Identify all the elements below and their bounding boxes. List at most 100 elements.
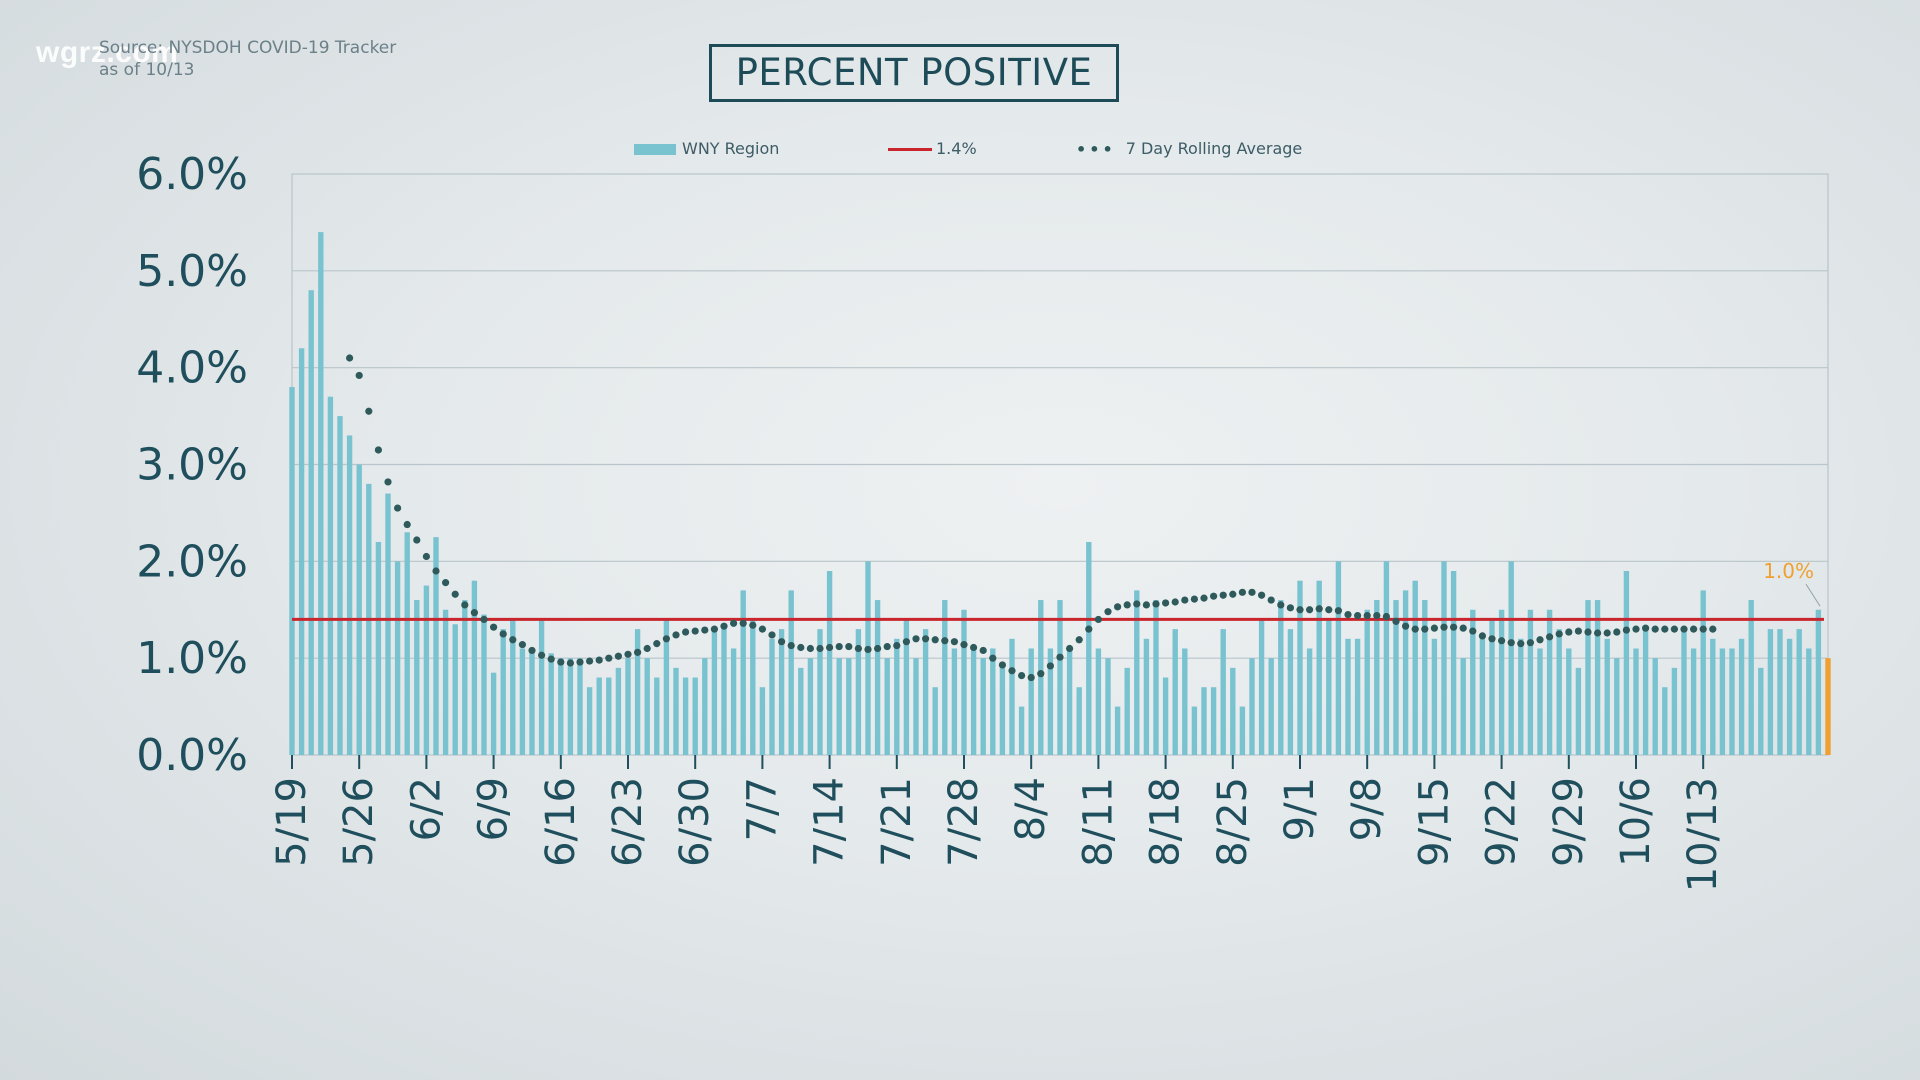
bar <box>1566 648 1572 755</box>
bar <box>1441 561 1447 755</box>
rolling-point <box>1046 662 1054 670</box>
bar <box>1786 638 1793 755</box>
rolling-point <box>662 635 671 643</box>
bar <box>1489 619 1495 755</box>
legend-item-rolling: ••• 7 Day Rolling Average <box>1076 136 1302 162</box>
bar <box>1402 590 1409 755</box>
legend-item-bars: WNY Region <box>634 136 779 162</box>
bar <box>778 629 785 755</box>
bar <box>1191 706 1198 755</box>
rolling-point <box>672 631 680 639</box>
rolling-point <box>1094 615 1102 624</box>
bar <box>1431 638 1438 755</box>
rolling-point <box>1114 603 1122 611</box>
bar <box>538 619 545 755</box>
rolling-point <box>346 354 354 362</box>
x-tick-label: 7/7 <box>739 777 785 841</box>
rolling-point <box>422 552 430 561</box>
bar <box>980 658 986 755</box>
annotation-leader <box>1805 583 1821 607</box>
rolling-point <box>1181 596 1189 604</box>
bar <box>1671 667 1678 755</box>
bar <box>1479 638 1486 755</box>
rolling-point <box>1162 599 1170 607</box>
bar <box>1018 706 1025 755</box>
legend-label-rolling: 7 Day Rolling Average <box>1125 139 1303 158</box>
legend-label-bars: WNY Region <box>682 139 780 158</box>
x-tick-label: 8/4 <box>1008 777 1054 841</box>
rolling-point <box>1488 635 1496 643</box>
bar <box>481 614 487 755</box>
rolling-point <box>1613 628 1621 636</box>
rolling-point <box>1277 601 1285 609</box>
rolling-point <box>1459 624 1467 632</box>
bar <box>1239 706 1246 755</box>
rolling-point <box>374 446 382 454</box>
rolling-point <box>653 640 661 648</box>
bar <box>634 629 641 755</box>
rolling-point <box>1661 625 1669 633</box>
bar <box>1518 638 1524 755</box>
rolling-average-series <box>346 354 1717 682</box>
bar <box>1690 648 1697 755</box>
rolling-point <box>605 654 613 662</box>
rolling-point <box>1248 588 1256 596</box>
bar <box>1585 600 1591 755</box>
source-line: Source: NYSDOH COVID-19 Tracker <box>99 38 397 58</box>
latest-value-label: 1.0% <box>1763 559 1814 583</box>
rolling-point <box>806 644 815 653</box>
bar <box>529 648 535 755</box>
bar <box>644 658 650 755</box>
x-tick-label: 10/6 <box>1613 777 1659 867</box>
rolling-point <box>1056 653 1064 661</box>
rolling-point <box>749 621 757 629</box>
bar <box>1134 590 1140 755</box>
x-tick-label: 8/11 <box>1075 777 1121 867</box>
rolling-point <box>797 643 805 652</box>
rolling-point <box>634 648 642 656</box>
bar <box>586 687 593 755</box>
rolling-point <box>778 638 786 646</box>
bar <box>615 667 622 755</box>
rolling-point <box>1680 625 1688 633</box>
rolling-point <box>893 641 901 650</box>
rolling-point <box>1584 628 1592 636</box>
bar <box>423 585 430 755</box>
bar <box>932 687 938 755</box>
rolling-point <box>1258 591 1266 599</box>
rolling-point <box>1565 628 1573 636</box>
x-axis: 5/19 5/26 6/2 6/9 6/16 6/23 6/30 7/7 7/14 7/21 7/2… <box>269 755 1726 892</box>
bar <box>1537 648 1543 755</box>
rolling-point <box>1219 591 1227 599</box>
bar <box>1201 687 1207 755</box>
rolling-point <box>365 407 373 415</box>
rolling-point <box>1632 625 1640 633</box>
rolling-point <box>682 628 690 636</box>
rolling-point <box>518 641 527 649</box>
bar <box>990 648 996 755</box>
rolling-point <box>1066 644 1074 653</box>
bar <box>884 658 890 755</box>
rolling-point <box>1382 612 1390 621</box>
bar <box>730 648 737 755</box>
bar <box>1450 571 1457 755</box>
bar <box>750 619 756 755</box>
rolling-point <box>989 654 997 662</box>
bar <box>337 416 343 755</box>
y-tick-label: 4.0% <box>136 343 248 394</box>
bar <box>1633 648 1639 755</box>
rolling-point <box>710 625 719 633</box>
rolling-point <box>480 615 488 624</box>
y-tick-label: 0.0% <box>136 730 248 781</box>
rolling-point <box>998 661 1007 669</box>
bar <box>1738 638 1745 755</box>
rolling-point <box>864 645 872 654</box>
rolling-point <box>1238 588 1246 596</box>
bar <box>1815 609 1822 755</box>
rolling-point <box>1699 625 1707 633</box>
rolling-point <box>1296 606 1304 614</box>
rolling-point <box>1363 611 1371 620</box>
bar <box>654 677 660 755</box>
rolling-point <box>576 658 584 666</box>
rolling-point <box>432 567 440 575</box>
